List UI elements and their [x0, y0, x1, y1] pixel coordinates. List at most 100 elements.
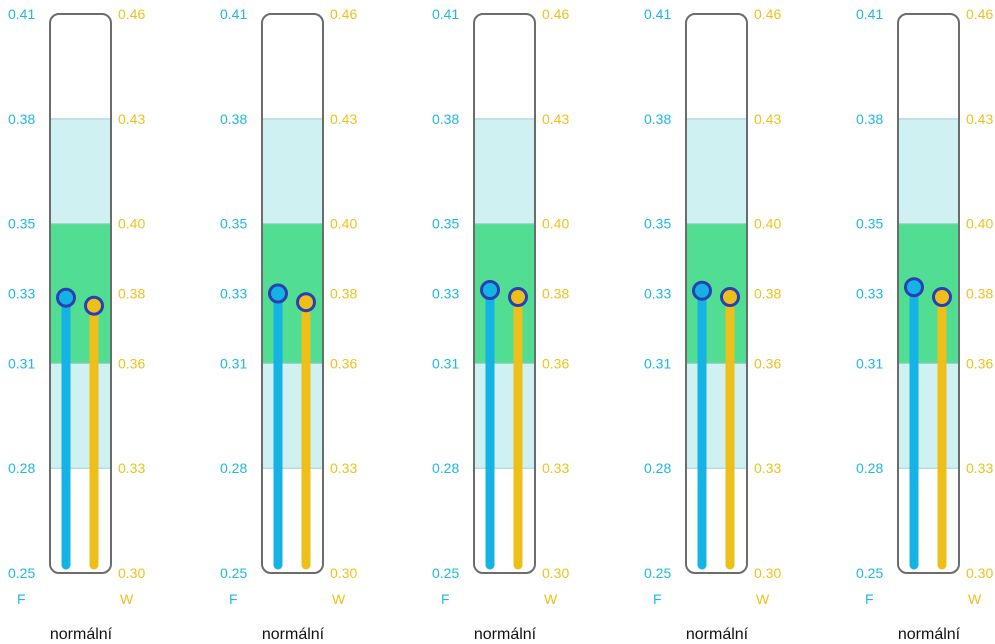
gauge-1: 0.41 0.38 0.35 0.33 0.31 0.28 0.25 0.46 0.43 0.40… [0, 0, 212, 644]
gauge-2: 0.41 0.38 0.35 0.33 0.31 0.28 0.25 0.46 0.43 0.40… [212, 0, 424, 644]
band-light [262, 363, 323, 469]
band-light [686, 118, 747, 224]
f-tick-label: 0.35 [220, 216, 247, 232]
gauge-svg: 0.41 0.38 0.35 0.33 0.31 0.28 0.25 0.46 0.43 0.40… [220, 6, 357, 643]
w-axis-label: W [120, 591, 134, 607]
f-axis-label: F [653, 591, 662, 607]
w-tick-label: 0.33 [754, 460, 781, 476]
w-marker [508, 286, 528, 307]
w-tick-label: 0.43 [966, 111, 993, 127]
band-light [474, 118, 535, 224]
f-tick-label: 0.35 [432, 216, 459, 232]
gauge-svg: 0.41 0.38 0.35 0.33 0.31 0.28 0.25 0.46 0.43 0.40… [432, 6, 569, 643]
f-tick-label: 0.33 [644, 286, 671, 302]
f-tick-label: 0.31 [644, 355, 671, 371]
f-tick-label: 0.25 [644, 565, 671, 581]
w-tick-label: 0.38 [754, 286, 781, 302]
w-axis-label: W [544, 591, 558, 607]
w-tick-label: 0.43 [118, 111, 145, 127]
w-tick-label: 0.36 [118, 355, 145, 371]
w-tick-label: 0.36 [542, 355, 569, 371]
band-light [262, 118, 323, 224]
w-tick-label: 0.46 [118, 6, 145, 22]
f-tick-label: 0.41 [644, 6, 671, 22]
gauge-frame [49, 13, 112, 574]
w-tick-label: 0.36 [966, 355, 993, 371]
f-axis-label: F [441, 591, 450, 607]
w-tick-label: 0.43 [542, 111, 569, 127]
f-tick-label: 0.28 [432, 460, 459, 476]
band-light [50, 363, 111, 469]
band-light [898, 118, 959, 224]
status-label: normální [50, 626, 113, 643]
f-tick-label: 0.41 [220, 6, 247, 22]
f-tick-label: 0.38 [644, 111, 671, 127]
f-tick-label: 0.25 [856, 565, 883, 581]
f-tick-label: 0.28 [8, 460, 35, 476]
w-tick-label: 0.33 [542, 460, 569, 476]
gauge-frame [685, 13, 748, 574]
f-tick-label: 0.31 [856, 355, 883, 371]
w-tick-label: 0.38 [330, 286, 357, 302]
band-light [686, 363, 747, 469]
f-tick-label: 0.33 [432, 286, 459, 302]
w-tick-label: 0.40 [754, 216, 781, 232]
w-tick-label: 0.30 [542, 565, 569, 581]
status-label: normální [262, 626, 325, 643]
w-tick-label: 0.46 [754, 6, 781, 22]
gauge-frame [473, 13, 536, 574]
w-tick-label: 0.43 [330, 111, 357, 127]
w-tick-label: 0.38 [542, 286, 569, 302]
gauge-frame [897, 13, 960, 574]
f-axis-label: F [865, 591, 874, 607]
w-tick-label: 0.38 [118, 286, 145, 302]
f-tick-label: 0.38 [220, 111, 247, 127]
w-tick-label: 0.46 [330, 6, 357, 22]
w-marker [84, 295, 104, 316]
w-marker [932, 286, 952, 307]
gauge-4: 0.41 0.38 0.35 0.33 0.31 0.28 0.25 0.46 0.43 0.40… [636, 0, 848, 644]
f-tick-label: 0.33 [220, 286, 247, 302]
f-axis-label: F [229, 591, 238, 607]
f-marker [480, 280, 500, 301]
gauge-svg: 0.41 0.38 0.35 0.33 0.31 0.28 0.25 0.46 0.43 0.40… [8, 6, 145, 643]
status-label: normální [898, 626, 961, 643]
gauge-frame [261, 13, 324, 574]
gauge-svg: 0.41 0.38 0.35 0.33 0.31 0.28 0.25 0.46 0.43 0.40… [856, 6, 993, 643]
w-tick-label: 0.36 [754, 355, 781, 371]
f-tick-label: 0.25 [432, 565, 459, 581]
f-tick-label: 0.31 [8, 355, 35, 371]
w-tick-label: 0.33 [330, 460, 357, 476]
f-tick-label: 0.28 [220, 460, 247, 476]
w-tick-label: 0.43 [754, 111, 781, 127]
gauge-svg: 0.41 0.38 0.35 0.33 0.31 0.28 0.25 0.46 0.43 0.40… [644, 6, 781, 643]
f-tick-label: 0.38 [8, 111, 35, 127]
w-tick-label: 0.40 [542, 216, 569, 232]
w-marker [296, 292, 316, 313]
w-tick-label: 0.33 [118, 460, 145, 476]
f-tick-label: 0.31 [220, 355, 247, 371]
w-tick-label: 0.30 [118, 565, 145, 581]
f-marker [904, 277, 924, 298]
w-tick-label: 0.30 [966, 565, 993, 581]
w-marker [720, 286, 740, 307]
gauge-3: 0.41 0.38 0.35 0.33 0.31 0.28 0.25 0.46 0.43 0.40… [424, 0, 636, 644]
w-tick-label: 0.40 [118, 216, 145, 232]
f-tick-label: 0.35 [8, 216, 35, 232]
f-tick-label: 0.33 [8, 286, 35, 302]
f-tick-label: 0.33 [856, 286, 883, 302]
f-axis-label: F [17, 591, 26, 607]
w-axis-label: W [332, 591, 346, 607]
f-tick-label: 0.38 [856, 111, 883, 127]
f-tick-label: 0.41 [8, 6, 35, 22]
gauge-5: 0.41 0.38 0.35 0.33 0.31 0.28 0.25 0.46 0.43 0.40… [848, 0, 995, 644]
f-tick-label: 0.35 [856, 216, 883, 232]
w-tick-label: 0.38 [966, 286, 993, 302]
band-light [474, 363, 535, 469]
w-tick-label: 0.46 [542, 6, 569, 22]
w-tick-label: 0.33 [966, 460, 993, 476]
status-label: normální [474, 626, 537, 643]
f-marker [692, 280, 712, 301]
w-axis-label: W [756, 591, 770, 607]
